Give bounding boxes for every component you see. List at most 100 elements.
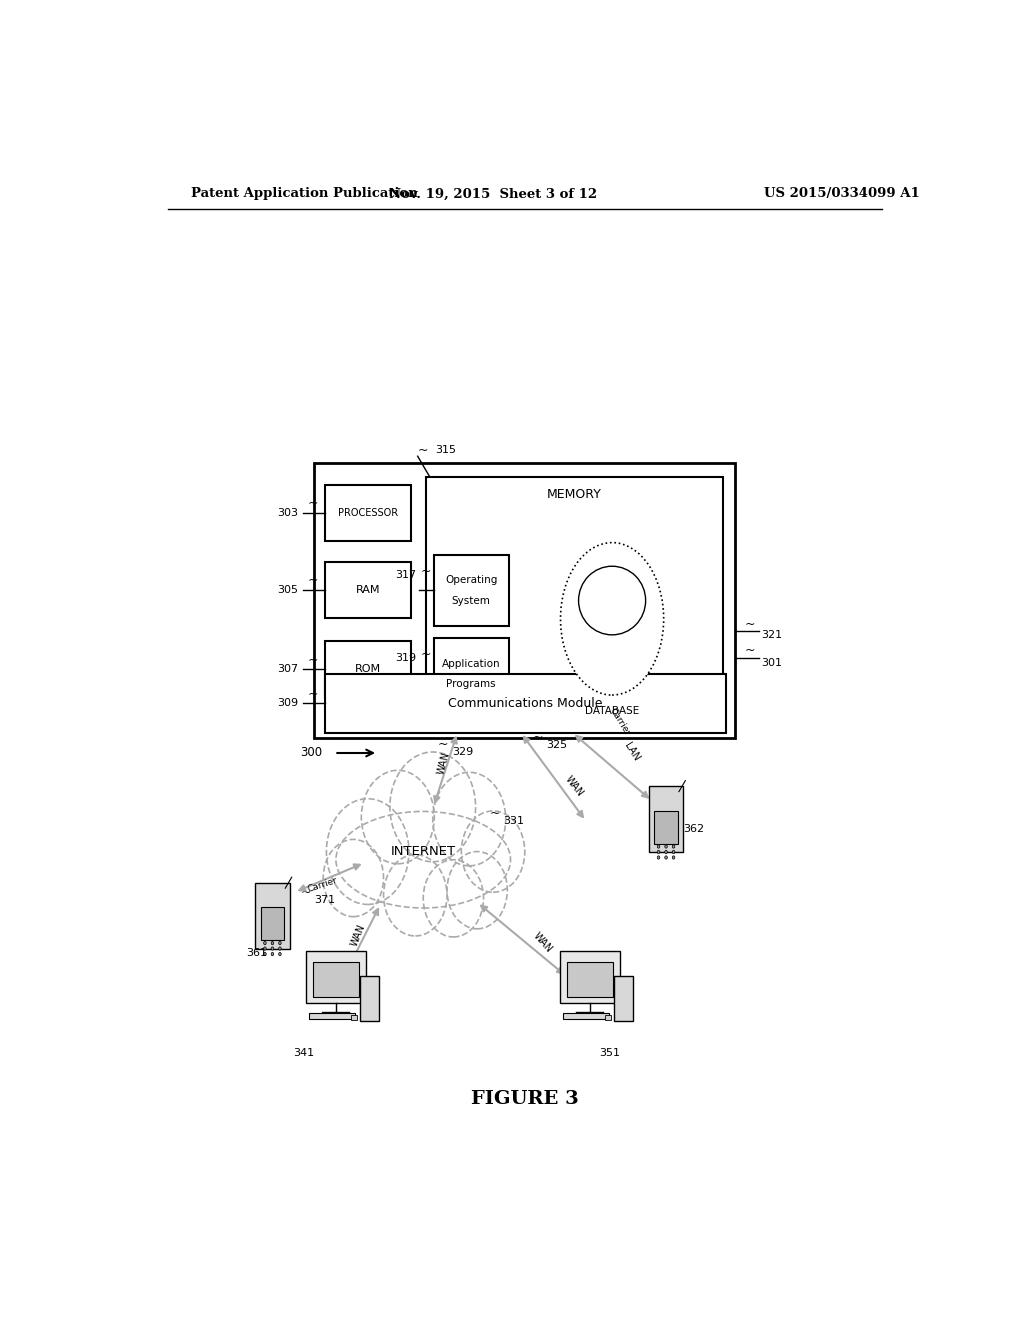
Text: ~: ~ xyxy=(418,444,428,457)
Ellipse shape xyxy=(560,543,664,696)
Circle shape xyxy=(271,953,273,956)
Circle shape xyxy=(271,941,273,945)
Text: ~: ~ xyxy=(534,731,544,744)
Circle shape xyxy=(263,953,266,956)
Text: 362: 362 xyxy=(684,824,705,834)
Circle shape xyxy=(263,941,266,945)
Circle shape xyxy=(673,850,675,854)
FancyBboxPatch shape xyxy=(325,484,411,541)
Text: WAN: WAN xyxy=(531,931,554,954)
FancyBboxPatch shape xyxy=(306,952,366,1003)
Circle shape xyxy=(384,854,447,936)
Circle shape xyxy=(433,772,506,866)
Text: System: System xyxy=(452,595,490,606)
Circle shape xyxy=(279,941,282,945)
Text: ~: ~ xyxy=(307,496,318,510)
Circle shape xyxy=(324,840,384,916)
Text: 309: 309 xyxy=(278,698,299,709)
Circle shape xyxy=(657,845,659,849)
Circle shape xyxy=(423,859,483,937)
FancyBboxPatch shape xyxy=(351,1015,356,1020)
Text: ~: ~ xyxy=(744,644,755,657)
FancyBboxPatch shape xyxy=(426,477,723,722)
FancyBboxPatch shape xyxy=(563,1012,608,1019)
Text: 325: 325 xyxy=(546,741,567,750)
Circle shape xyxy=(447,851,507,929)
Text: 321: 321 xyxy=(761,630,782,640)
Text: ~: ~ xyxy=(307,653,318,667)
Text: ROM: ROM xyxy=(354,664,381,675)
FancyBboxPatch shape xyxy=(314,463,735,738)
Ellipse shape xyxy=(336,812,511,908)
FancyBboxPatch shape xyxy=(309,1012,354,1019)
Text: 301: 301 xyxy=(761,657,782,668)
Text: MEMORY: MEMORY xyxy=(547,488,602,502)
Text: LAN: LAN xyxy=(623,741,641,763)
Text: Carrier: Carrier xyxy=(306,876,339,894)
Text: ~: ~ xyxy=(744,618,755,631)
Text: Application: Application xyxy=(442,659,501,668)
Text: 303: 303 xyxy=(278,508,299,517)
Circle shape xyxy=(361,771,434,863)
Text: ~: ~ xyxy=(300,886,311,899)
Circle shape xyxy=(263,946,266,950)
Text: Programs: Programs xyxy=(446,678,496,689)
FancyBboxPatch shape xyxy=(649,787,683,851)
Circle shape xyxy=(673,845,675,849)
FancyBboxPatch shape xyxy=(325,642,411,697)
Text: 300: 300 xyxy=(300,747,323,759)
Text: ~: ~ xyxy=(489,807,500,820)
Text: Patent Application Publication: Patent Application Publication xyxy=(191,187,418,201)
FancyBboxPatch shape xyxy=(567,962,612,997)
Circle shape xyxy=(279,946,282,950)
Text: 341: 341 xyxy=(294,1048,314,1057)
FancyBboxPatch shape xyxy=(360,975,379,1020)
Text: ~: ~ xyxy=(307,688,318,701)
Text: Operating: Operating xyxy=(445,576,498,585)
Text: 305: 305 xyxy=(278,585,299,595)
Text: WAN: WAN xyxy=(436,751,452,776)
Circle shape xyxy=(665,850,668,854)
Text: Carrier: Carrier xyxy=(607,706,632,737)
Circle shape xyxy=(657,850,659,854)
FancyBboxPatch shape xyxy=(325,562,411,618)
FancyBboxPatch shape xyxy=(654,810,678,843)
Text: 315: 315 xyxy=(435,445,456,455)
Text: FIGURE 3: FIGURE 3 xyxy=(471,1089,579,1107)
Text: WAN: WAN xyxy=(563,775,585,799)
FancyBboxPatch shape xyxy=(255,883,290,949)
Text: ~: ~ xyxy=(438,738,449,751)
Text: ~: ~ xyxy=(307,574,318,587)
Circle shape xyxy=(271,946,273,950)
Circle shape xyxy=(390,752,475,862)
Circle shape xyxy=(665,855,668,859)
Circle shape xyxy=(665,845,668,849)
Text: RAM: RAM xyxy=(355,585,380,595)
FancyBboxPatch shape xyxy=(325,673,726,733)
Circle shape xyxy=(279,953,282,956)
Circle shape xyxy=(327,799,409,904)
Text: INTERNET: INTERNET xyxy=(391,845,456,858)
FancyBboxPatch shape xyxy=(605,1015,610,1020)
Text: 319: 319 xyxy=(395,653,416,664)
Text: ~: ~ xyxy=(420,565,431,578)
Circle shape xyxy=(673,855,675,859)
Text: 361: 361 xyxy=(246,948,267,958)
Text: Nov. 19, 2015  Sheet 3 of 12: Nov. 19, 2015 Sheet 3 of 12 xyxy=(389,187,597,201)
FancyBboxPatch shape xyxy=(313,962,358,997)
Text: 351: 351 xyxy=(599,1048,621,1057)
Text: DATABASE: DATABASE xyxy=(585,706,639,717)
Text: ~: ~ xyxy=(420,648,431,661)
Text: Communications Module: Communications Module xyxy=(447,697,602,710)
FancyBboxPatch shape xyxy=(433,554,509,626)
Text: 331: 331 xyxy=(504,816,524,826)
Text: WAN: WAN xyxy=(349,923,368,948)
FancyBboxPatch shape xyxy=(560,952,620,1003)
Text: 317: 317 xyxy=(395,570,416,579)
Text: 307: 307 xyxy=(278,664,299,675)
FancyBboxPatch shape xyxy=(433,638,509,709)
FancyBboxPatch shape xyxy=(614,975,633,1020)
Ellipse shape xyxy=(579,566,645,635)
Text: US 2015/0334099 A1: US 2015/0334099 A1 xyxy=(764,187,921,201)
FancyBboxPatch shape xyxy=(261,907,285,940)
